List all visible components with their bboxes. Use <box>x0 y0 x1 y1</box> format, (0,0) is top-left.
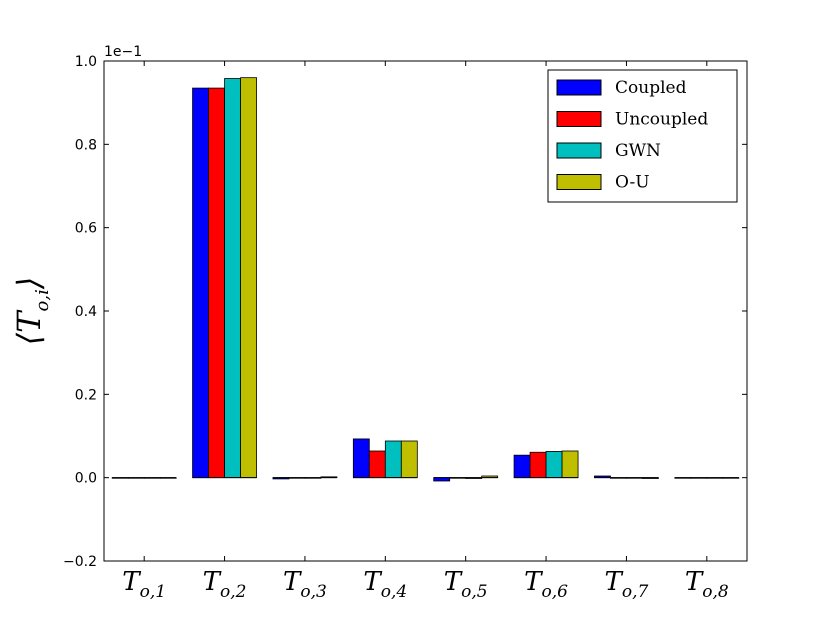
x-tick-label-sub: o,4 <box>381 582 407 602</box>
legend-swatch <box>556 111 602 127</box>
x-tick-label-sub: o,1 <box>140 582 166 602</box>
legend-swatch <box>556 142 602 159</box>
legend-label: O-U <box>615 173 650 193</box>
bar-uncoupled-4 <box>368 450 386 479</box>
y-tick-label: 0.6 <box>75 221 97 237</box>
x-tick-label: To,4 <box>363 567 407 602</box>
bar-o-u-6 <box>561 450 579 479</box>
x-tick-label-sub: o,2 <box>220 582 246 602</box>
legend-label: Uncoupled <box>615 110 708 130</box>
y-axis-label-close: ⟩ <box>10 277 48 290</box>
x-tick-label-main: T <box>363 567 382 597</box>
bar-gwn-4 <box>384 440 402 479</box>
legend: Coupled Uncoupled GWN O-U <box>547 69 738 203</box>
x-tick-label-main: T <box>685 567 704 597</box>
x-tick-label-main: T <box>444 567 463 597</box>
x-tick-label: To,8 <box>685 567 729 602</box>
x-axis: To,1 To,2 To,3 To,4 To,5 To,6 To,7 To,8 <box>122 61 729 602</box>
y-tick-label: −0.2 <box>63 554 97 570</box>
x-tick-label: To,3 <box>283 567 327 602</box>
x-tick-label-main: T <box>605 567 624 597</box>
y-tick-label: 0.0 <box>75 471 97 487</box>
bar-gwn-2 <box>224 78 241 479</box>
x-tick-label-sub: o,5 <box>461 582 487 602</box>
bar-coupled-2 <box>192 87 209 479</box>
bar-coupled-6 <box>513 454 531 479</box>
x-tick-label: To,6 <box>524 567 568 602</box>
x-tick-label-sub: o,6 <box>542 582 569 602</box>
y-axis-label-sub: o,i <box>32 289 53 311</box>
bar-o-u-4 <box>400 440 418 479</box>
bar-uncoupled-6 <box>529 451 547 479</box>
y-tick-label: 0.2 <box>75 387 97 403</box>
x-tick-label-main: T <box>283 567 302 597</box>
y-tick-label: 1.0 <box>75 54 97 70</box>
x-tick-label-sub: o,8 <box>702 582 729 602</box>
legend-label: Coupled <box>615 78 687 98</box>
x-tick-label-main: T <box>524 567 543 597</box>
x-tick-label: To,1 <box>122 567 166 602</box>
bar-o-u-2 <box>240 77 257 479</box>
x-tick-label-main: T <box>203 567 222 597</box>
x-tick-label-main: T <box>122 567 141 597</box>
x-tick-label: To,5 <box>444 567 488 602</box>
x-tick-label-sub: o,3 <box>300 582 326 602</box>
x-tick-label: To,2 <box>203 567 247 602</box>
legend-label: GWN <box>615 141 661 161</box>
y-axis-label: ⟨To,i⟩ <box>10 277 53 346</box>
y-axis-label-main: ⟨T <box>10 309 48 345</box>
x-tick-label: To,7 <box>605 567 649 602</box>
y-axis: −0.2 0.0 0.2 0.4 0.6 0.8 1.0 <box>63 54 747 570</box>
y-tick-label: 0.8 <box>75 137 97 153</box>
bar-gwn-6 <box>545 451 563 479</box>
bar-uncoupled-2 <box>208 87 225 479</box>
y-tick-label: 0.4 <box>75 304 97 320</box>
legend-swatch <box>556 174 602 190</box>
bar-coupled-4 <box>352 438 370 479</box>
y-scale-label: 1e−1 <box>104 44 142 60</box>
x-tick-label-sub: o,7 <box>622 582 649 602</box>
legend-swatch <box>556 79 602 96</box>
